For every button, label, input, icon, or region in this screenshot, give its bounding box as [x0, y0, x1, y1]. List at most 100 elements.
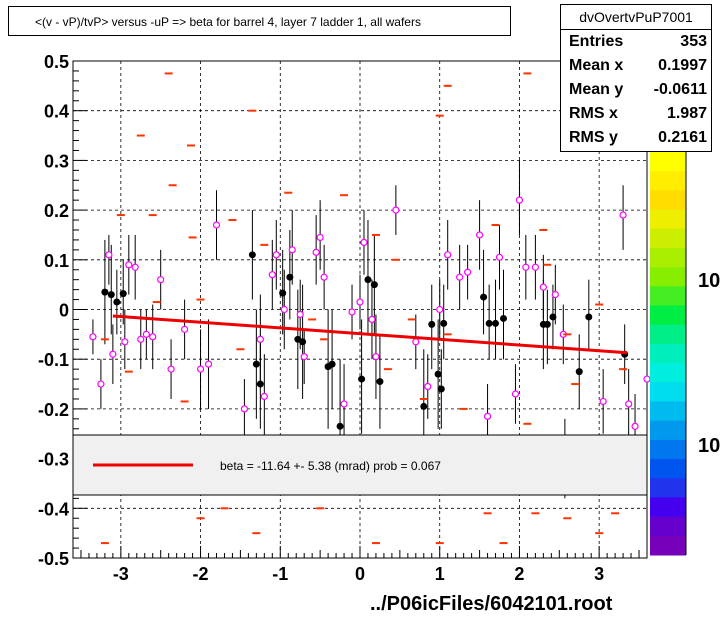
color-scale-swatch — [650, 478, 686, 498]
data-point-open — [288, 246, 296, 254]
data-point-open — [619, 211, 627, 219]
data-point-open — [167, 365, 175, 373]
data-point-filled — [107, 291, 115, 299]
data-point-open — [320, 273, 328, 281]
y-tick-label: 0 — [59, 301, 69, 321]
color-scale-swatch — [650, 247, 686, 268]
data-point-open — [348, 308, 356, 316]
color-scale-swatch — [650, 305, 686, 326]
data-point-open — [280, 305, 288, 314]
data-point-filled — [248, 251, 256, 259]
data-point-open — [475, 231, 484, 239]
color-scale-swatch — [650, 382, 686, 402]
stats-row-rms-x: RMS x 1.987 — [561, 102, 711, 126]
data-point-open — [121, 338, 129, 346]
data-point-open — [272, 251, 280, 259]
stats-value: 1.987 — [666, 105, 707, 122]
color-scale-swatch — [650, 363, 686, 383]
data-point-open — [368, 315, 376, 324]
y-tick-label: 0.3 — [44, 151, 69, 171]
data-point-open — [643, 375, 651, 383]
stats-name: dvOvertvPuP7001 — [561, 5, 711, 30]
color-scale-swatch — [650, 209, 686, 230]
x-tick-label: 3 — [594, 564, 604, 584]
data-point-filled — [492, 319, 500, 327]
data-point-open — [137, 335, 145, 343]
fit-line — [112, 314, 628, 355]
color-scale-swatch — [650, 324, 686, 345]
data-point-filled — [428, 320, 436, 328]
data-point-filled — [299, 338, 307, 346]
data-point-open — [256, 335, 264, 343]
x-tick-label: 0 — [355, 564, 365, 584]
data-point-open — [340, 400, 348, 408]
data-point-filled — [440, 319, 448, 327]
data-point-open — [312, 248, 320, 256]
stats-label: Entries — [569, 33, 624, 50]
stats-value: 0.2161 — [658, 129, 707, 146]
data-point-filled — [101, 288, 109, 296]
data-point-open — [240, 405, 249, 413]
stats-box: dvOvertvPuP7001 Entries 353 Mean x 0.199… — [560, 4, 712, 152]
color-scale-label: 10 — [698, 270, 720, 292]
data-point-open — [360, 238, 368, 247]
data-point-open — [522, 263, 530, 271]
data-point-open — [424, 382, 432, 391]
color-scale-swatch — [650, 343, 686, 364]
data-point-open — [515, 196, 524, 204]
color-scale-swatch — [650, 228, 686, 249]
data-point-filled — [279, 289, 287, 297]
data-point-filled — [256, 380, 264, 388]
y-tick-label: 0.1 — [44, 251, 69, 271]
y-tick-label: -0.1 — [38, 350, 69, 370]
data-point-open — [196, 365, 205, 373]
data-point-open — [356, 298, 364, 306]
data-point-open — [89, 333, 97, 341]
data-point-open — [631, 422, 639, 430]
data-point-filled — [543, 320, 551, 328]
data-point-filled — [113, 298, 121, 306]
x-tick-label: -3 — [113, 564, 129, 584]
color-scale-swatch — [650, 497, 686, 518]
chart-title: <(v - vP)/tvP> versus -uP => beta for ba… — [8, 6, 511, 36]
data-point-filled — [420, 402, 428, 410]
data-point-open — [268, 271, 276, 279]
color-scale-swatch — [650, 401, 686, 422]
data-point-open — [456, 273, 464, 281]
color-scale-swatch — [650, 459, 686, 479]
data-point-open — [436, 305, 444, 314]
data-point-open — [551, 290, 559, 299]
y-tick-label: -0.3 — [38, 450, 69, 470]
data-point-open — [625, 400, 633, 408]
data-point-open — [296, 310, 304, 319]
data-point-filled — [286, 273, 294, 281]
data-point-open — [149, 333, 157, 341]
axes: -3 -2 -1 0 1 2 3 -0.5 -0.4 -0.3 -0.2 -0.1 0 0.1 0.2 0.3… — [38, 52, 640, 584]
data-point-open — [204, 360, 213, 368]
data-point-open — [495, 253, 504, 261]
data-point-open — [131, 263, 139, 271]
stats-row-mean-y: Mean y -0.0611 — [561, 78, 711, 102]
stats-row-rms-y: RMS y 0.2161 — [561, 126, 711, 150]
data-point-filled — [585, 313, 593, 321]
x-tick-label: -1 — [272, 564, 288, 584]
data-point-open — [181, 325, 189, 333]
data-point-open — [142, 330, 150, 338]
color-scale: 10 10 — [650, 152, 720, 556]
color-scale-swatch — [650, 286, 686, 307]
data-point-open — [109, 350, 117, 358]
color-scale-swatch — [650, 190, 686, 211]
data-point-open — [599, 397, 607, 406]
data-point-filled — [549, 313, 557, 321]
data-marks — [89, 72, 651, 545]
data-point-open — [157, 276, 165, 284]
x-tick-label: -2 — [193, 564, 209, 584]
data-point-filled — [370, 281, 378, 289]
data-point-open — [372, 353, 380, 361]
data-point-filled — [437, 385, 445, 393]
stats-value: 0.1997 — [658, 57, 707, 74]
data-point-filled — [575, 368, 583, 376]
data-point-open — [483, 412, 492, 420]
fit-line-group — [112, 314, 628, 355]
color-scale-swatch — [650, 267, 686, 287]
